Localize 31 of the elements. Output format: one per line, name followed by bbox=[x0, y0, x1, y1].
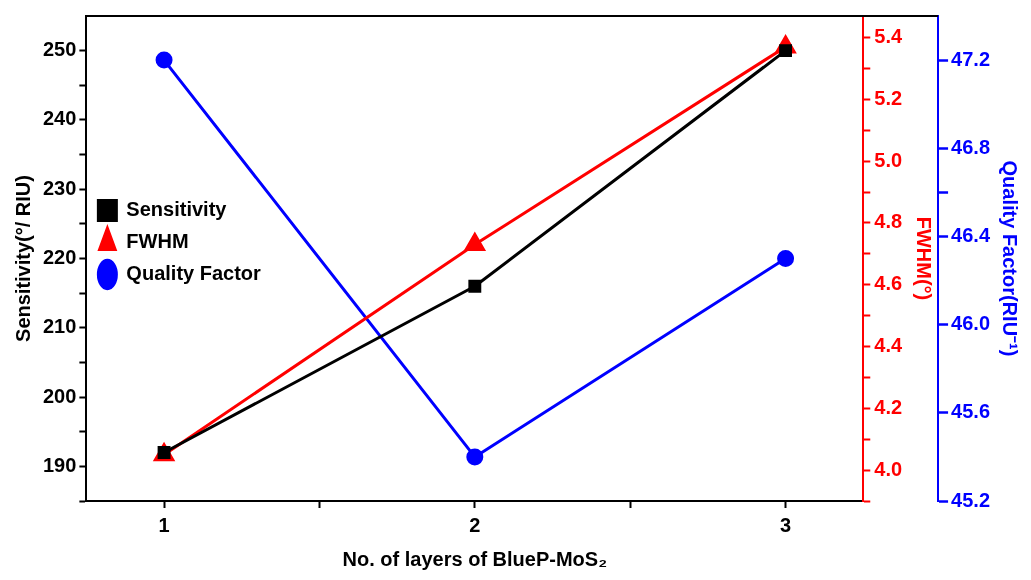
y-tick-label: 190 bbox=[42, 453, 77, 476]
y2-tick-label: 4.2 bbox=[874, 395, 903, 418]
y2-tick-label: 4.0 bbox=[874, 457, 903, 480]
y3-axis-title: Quality Factor(RIU⁻¹) bbox=[999, 160, 1022, 357]
y2-tick-label: 4.8 bbox=[874, 210, 903, 233]
x-axis-title: No. of layers of BlueP-MoS₂ bbox=[342, 547, 608, 570]
x-tick-label: 2 bbox=[469, 513, 481, 536]
x-tick-label: 3 bbox=[780, 513, 792, 536]
y2-axis-title: FWHM(°) bbox=[912, 216, 935, 301]
legend-label: Sensitivity bbox=[126, 198, 228, 221]
y2-tick-label: 4.6 bbox=[874, 272, 903, 295]
y-tick-label: 240 bbox=[42, 107, 77, 130]
y2-tick-label: 5.4 bbox=[874, 25, 903, 48]
y-tick-label: 200 bbox=[42, 384, 77, 407]
y3-tick-label: 47.2 bbox=[951, 47, 991, 70]
y-tick-label: 220 bbox=[42, 246, 77, 269]
y3-tick-label: 45.2 bbox=[951, 488, 991, 511]
y-tick-label: 250 bbox=[42, 38, 77, 61]
y2-tick-label: 5.0 bbox=[874, 148, 903, 171]
y2-tick-label: 4.4 bbox=[874, 334, 903, 357]
y2-tick-label: 5.2 bbox=[874, 86, 903, 109]
y3-tick-label: 46.4 bbox=[951, 223, 991, 246]
y-tick-label: 230 bbox=[42, 176, 77, 199]
y3-tick-label: 46.0 bbox=[951, 312, 991, 335]
y3-tick-label: 46.8 bbox=[951, 135, 991, 158]
legend-label: FWHM bbox=[126, 230, 189, 253]
x-tick-label: 1 bbox=[158, 513, 170, 536]
y3-tick-label: 45.6 bbox=[951, 400, 991, 423]
y-tick-label: 210 bbox=[42, 315, 77, 338]
y-axis-title: Sensitivity(°/ RIU) bbox=[11, 175, 34, 342]
legend-label: Quality Factor bbox=[126, 262, 262, 285]
